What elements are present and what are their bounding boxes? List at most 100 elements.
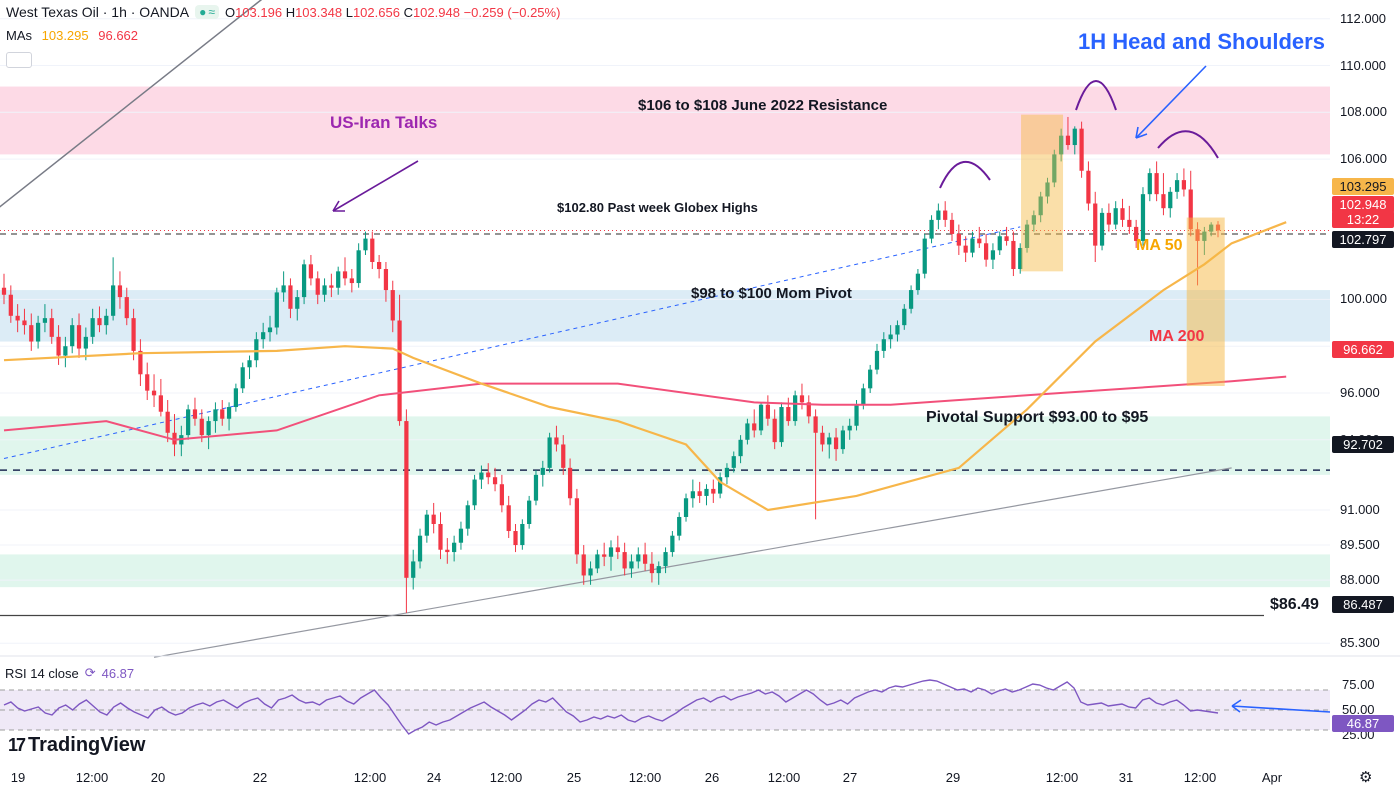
candle xyxy=(288,278,293,319)
candle xyxy=(363,231,368,255)
candle xyxy=(881,332,886,358)
candle xyxy=(76,313,82,358)
candle-body xyxy=(908,290,914,309)
candle-body xyxy=(561,444,566,468)
candle-body xyxy=(288,285,293,309)
candle-body xyxy=(145,374,150,391)
annotation-head-shoulders: 1H Head and Shoulders xyxy=(1078,29,1325,54)
candle-body xyxy=(131,318,136,351)
candle-body xyxy=(827,437,832,445)
candle-body xyxy=(813,416,818,433)
candle-body xyxy=(445,549,450,553)
candle xyxy=(42,304,48,333)
rsi-arrow xyxy=(1231,705,1331,713)
candle-body xyxy=(956,233,961,246)
candle xyxy=(711,479,716,503)
candle xyxy=(1004,226,1009,246)
candle-body xyxy=(151,390,157,396)
candle xyxy=(595,549,600,574)
hs-arrowhead xyxy=(1135,126,1148,139)
gear-icon[interactable]: ⚙ xyxy=(1359,769,1373,786)
candle-body xyxy=(683,498,689,517)
change-readout: −0.259 (−0.25%) xyxy=(463,4,561,20)
candle-body xyxy=(983,243,989,260)
candle xyxy=(247,355,252,379)
candle xyxy=(1106,203,1111,232)
candle-body xyxy=(1168,191,1173,209)
hs-arrow xyxy=(1135,65,1207,139)
candle-body xyxy=(943,210,948,220)
time-axis-tick: 27 xyxy=(842,770,858,785)
candle xyxy=(1140,187,1146,246)
candle xyxy=(431,502,436,534)
candle-body xyxy=(622,552,627,569)
zone-2 xyxy=(0,416,1330,475)
breakdown-highlight-box xyxy=(1186,217,1225,386)
rsi-price-label: 46.87 xyxy=(1332,715,1394,732)
candle xyxy=(642,542,648,571)
candle xyxy=(922,233,927,279)
collapse-legend-button[interactable] xyxy=(6,52,32,68)
candle xyxy=(779,402,784,447)
candle xyxy=(1168,187,1173,218)
candle-body xyxy=(806,402,811,417)
candle-body xyxy=(220,409,225,419)
candle-body xyxy=(929,219,934,239)
market-status-pill[interactable]: ● ≈ xyxy=(195,5,219,19)
candle xyxy=(397,294,402,426)
candle-body xyxy=(376,262,382,270)
tradingview-logo[interactable]: 17 TradingView xyxy=(8,734,146,756)
candle xyxy=(206,416,211,450)
time-axis-tick: 12:00 xyxy=(353,770,387,785)
annotation-resistance: $106 to $108 June 2022 Resistance xyxy=(638,97,888,114)
candle-body xyxy=(1038,196,1043,216)
candle xyxy=(663,547,668,574)
candle-body xyxy=(329,285,334,288)
iran-arrowhead xyxy=(332,200,345,212)
candle xyxy=(833,428,839,461)
time-axis-tick: 19 xyxy=(10,770,26,785)
candle-body xyxy=(70,325,75,347)
candle xyxy=(943,201,948,227)
candle-body xyxy=(608,547,614,557)
candle-body xyxy=(83,336,88,349)
candle-body xyxy=(527,500,532,524)
candle xyxy=(192,397,198,426)
candle-body xyxy=(615,547,620,553)
candle xyxy=(117,271,123,309)
candle-body xyxy=(1106,212,1111,225)
rsi-legend[interactable]: RSI 14 close ⟳ 46.87 xyxy=(5,665,135,681)
candle xyxy=(370,231,375,270)
candle-body xyxy=(247,360,252,368)
candle-body xyxy=(1052,154,1057,183)
candle-body xyxy=(1174,180,1180,192)
candle-body xyxy=(308,264,314,279)
candle xyxy=(868,364,873,393)
price-axis-tick: 110.000 xyxy=(1340,57,1387,73)
rsi-axis-tick: 75.00 xyxy=(1342,677,1375,692)
candle xyxy=(97,306,102,333)
candle-body xyxy=(158,395,163,412)
candle-body xyxy=(888,334,893,340)
candle-body xyxy=(370,238,375,262)
candle-body xyxy=(138,350,143,375)
candle xyxy=(1024,219,1030,253)
candle xyxy=(1059,128,1064,162)
candle xyxy=(49,308,54,344)
candle xyxy=(1065,116,1071,150)
candle xyxy=(1072,126,1077,155)
candle xyxy=(963,236,968,262)
candle xyxy=(629,554,634,578)
candle xyxy=(997,231,1002,255)
candle-body xyxy=(1147,173,1152,195)
candle xyxy=(1181,168,1187,197)
ma-legend[interactable]: MAs 103.295 96.662 xyxy=(6,28,139,43)
symbol-title[interactable]: West Texas Oil · 1h · OANDA xyxy=(6,4,190,20)
candle-body xyxy=(799,395,805,403)
candle xyxy=(349,269,354,293)
candle xyxy=(308,254,314,286)
candle xyxy=(1038,191,1043,223)
candle xyxy=(847,418,852,440)
ma50-price-label: 103.295 xyxy=(1332,178,1394,195)
